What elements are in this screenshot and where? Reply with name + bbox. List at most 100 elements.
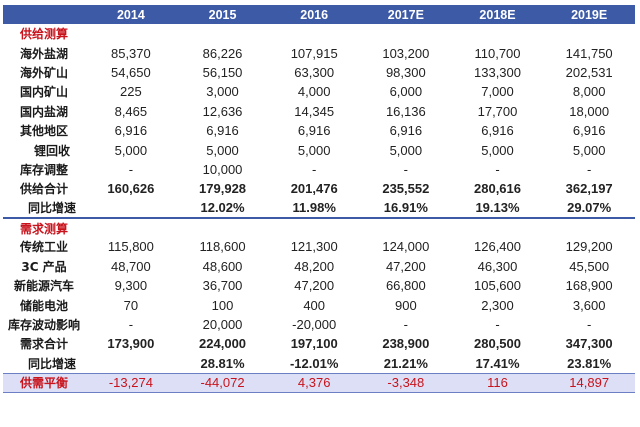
table-cell: - (495, 161, 500, 177)
table-cell: 362,197 (565, 181, 613, 197)
table-cell: 47,200 (294, 278, 335, 294)
table-cell: -13,274 (85, 372, 177, 393)
table-cell: 29.07% (567, 200, 612, 216)
table-cell: 14,345 (294, 103, 335, 119)
table-cell: 48,700 (110, 258, 151, 274)
table-cell: 12.02% (200, 200, 245, 216)
table-cell: 3,000 (206, 84, 239, 100)
table-cell: 225 (120, 84, 142, 100)
table-cell: - (586, 161, 592, 177)
row-label: 需求合计 (20, 337, 69, 352)
table-cell: 28.81% (200, 355, 245, 371)
year-header-cell: 2016 (300, 7, 329, 22)
row-label: 同比增速 (28, 201, 77, 216)
table-cell: - (128, 161, 134, 177)
table-cell: 400 (303, 297, 326, 313)
row-label: 同比增速 (28, 356, 77, 371)
table-cell: 66,800 (385, 278, 426, 294)
table-cell: 110,700 (474, 45, 521, 61)
demand-growth-row: 同比增速 28.81% -12.01% 21.21% 17.41% 23.81% (3, 354, 635, 373)
table-cell: 18,000 (569, 103, 610, 119)
demand-total-row: 需求合计 173,900 224,000 197,100 238,900 280… (3, 334, 635, 353)
table-row: 锂回收 5,000 5,000 5,000 5,000 5,000 5,000 (3, 140, 635, 159)
row-label: 其他地区 (20, 124, 69, 139)
table-cell: 6,916 (297, 123, 331, 139)
table-row: 海外盐湖 85,370 86,226 107,915 103,200 110,7… (3, 43, 635, 62)
corner-header-cell (3, 5, 85, 24)
table-cell: 23.81% (567, 355, 612, 371)
table-cell: 5,000 (114, 142, 148, 158)
table-cell: -44,072 (176, 372, 269, 393)
table-cell: 17.41% (475, 355, 520, 371)
table-cell: 70 (123, 297, 139, 313)
table-cell: - (403, 317, 409, 333)
table-cell: 133,300 (474, 64, 521, 80)
table-cell: 86,226 (202, 45, 243, 61)
supply-section-label: 供给测算 (20, 27, 69, 42)
year-header-cell: 2015 (208, 7, 237, 22)
table-cell: 116 (451, 372, 544, 393)
table-cell: 280,500 (474, 336, 521, 352)
table-cell: 3,600 (572, 297, 606, 313)
table-cell: 179,928 (199, 181, 247, 197)
table-cell: 238,900 (382, 336, 430, 352)
table-cell: - (128, 317, 134, 333)
table-row: 国内矿山 225 3,000 4,000 6,000 7,000 8,000 (3, 82, 635, 101)
table-cell: -20,000 (292, 317, 337, 333)
table-row: 3C 产品 48,700 48,600 48,200 47,200 46,300… (3, 257, 635, 276)
table-cell: 103,200 (382, 45, 430, 61)
table-cell: - (403, 161, 409, 177)
row-label: 锂回收 (34, 143, 71, 158)
table-cell: 160,626 (107, 181, 155, 197)
table-cell: 197,100 (290, 336, 338, 352)
table-cell: 12,636 (202, 103, 243, 119)
table-cell: 85,370 (110, 45, 151, 61)
table-cell: 54,650 (110, 64, 151, 80)
table-cell: 168,900 (565, 278, 613, 294)
row-label: 海外矿山 (20, 65, 69, 80)
table-cell: 201,476 (290, 181, 338, 197)
table-cell: 10,000 (202, 161, 243, 177)
table-cell: 2,300 (481, 297, 514, 313)
table-cell: 141,750 (565, 45, 613, 61)
table-cell: 5,000 (389, 142, 423, 158)
table-cell: 347,300 (565, 336, 613, 352)
table-cell: 48,200 (294, 258, 335, 274)
table-cell: 8,465 (114, 103, 148, 119)
row-label: 海外盐湖 (20, 46, 69, 61)
table-cell: 900 (394, 297, 417, 313)
row-label: 国内盐湖 (20, 104, 69, 119)
table-cell: 5,000 (572, 142, 606, 158)
table-cell: 20,000 (202, 317, 243, 333)
table-cell: 5,000 (297, 142, 331, 158)
table-cell: 7,000 (481, 84, 514, 100)
table-cell: 45,500 (569, 258, 610, 274)
table-cell: 100 (211, 297, 234, 313)
table-cell: 16.91% (383, 200, 428, 216)
table-cell: 56,150 (202, 64, 243, 80)
table-cell: 115,800 (107, 239, 154, 255)
table-cell: 17,700 (477, 103, 518, 119)
table-row: 库存调整 - 10,000 - - - - (3, 160, 635, 179)
table-row: 海外矿山 54,650 56,150 63,300 98,300 133,300… (3, 63, 635, 82)
table-cell: 98,300 (385, 64, 426, 80)
table-cell: 107,915 (290, 45, 338, 61)
year-header-row: 2014 2015 2016 2017E 2018E 2019E (3, 5, 635, 24)
table-cell: 6,916 (481, 123, 514, 139)
table-cell: 48,600 (202, 258, 243, 274)
row-label: 库存波动影响 (8, 318, 81, 333)
table-cell: 19.13% (475, 200, 520, 216)
year-header-cell: 2014 (116, 7, 145, 22)
table-cell: 235,552 (382, 181, 430, 197)
table-cell: 46,300 (477, 258, 518, 274)
table-cell: 126,400 (474, 239, 521, 255)
table-cell: 6,916 (206, 123, 239, 139)
year-header-cell: 2017E (387, 7, 424, 22)
table-cell: - (586, 317, 592, 333)
table-cell: 6,000 (389, 84, 423, 100)
table-row: 新能源汽车 9,300 36,700 47,200 66,800 105,600… (3, 276, 635, 295)
table-cell: 11.98% (292, 200, 336, 216)
table-cell: 280,616 (474, 181, 521, 197)
table-row: 库存波动影响 - 20,000 -20,000 - - - (3, 315, 635, 334)
